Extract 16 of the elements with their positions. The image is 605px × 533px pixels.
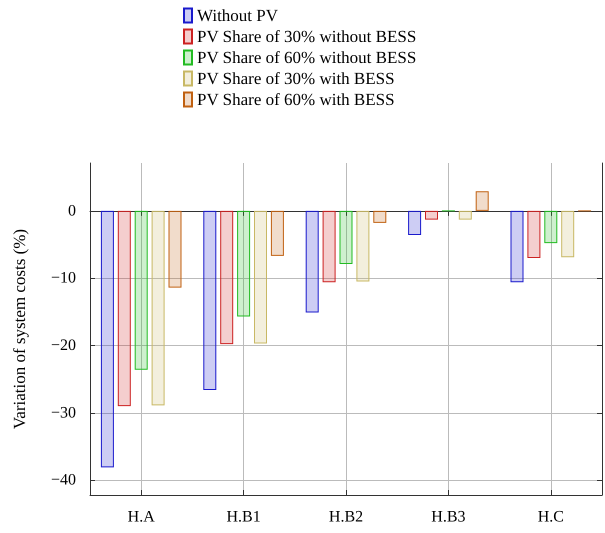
x-tick-label: H.B3 [431, 508, 466, 526]
legend-label: PV Share of 60% with BESS [197, 90, 395, 109]
legend-label: PV Share of 60% without BESS [197, 48, 416, 67]
y-tick-label: −10 [50, 270, 76, 287]
legend-label: PV Share of 30% with BESS [197, 69, 395, 88]
y-tick-label: 0 [68, 202, 76, 220]
x-tick-label: H.B2 [328, 508, 364, 526]
x-tick-label: H.C [538, 508, 564, 526]
legend-label: Without PV [197, 6, 279, 25]
legend-label: PV Share of 30% without BESS [197, 27, 416, 46]
y-tick-label: −20 [50, 337, 76, 354]
x-tick-label: H.A [128, 508, 156, 526]
x-tick-label: H.B1 [226, 508, 261, 526]
y-tick-label: −40 [50, 472, 76, 489]
y-tick-label: −30 [50, 404, 76, 422]
y-axis-title: Variation of system costs (%) [10, 228, 29, 430]
